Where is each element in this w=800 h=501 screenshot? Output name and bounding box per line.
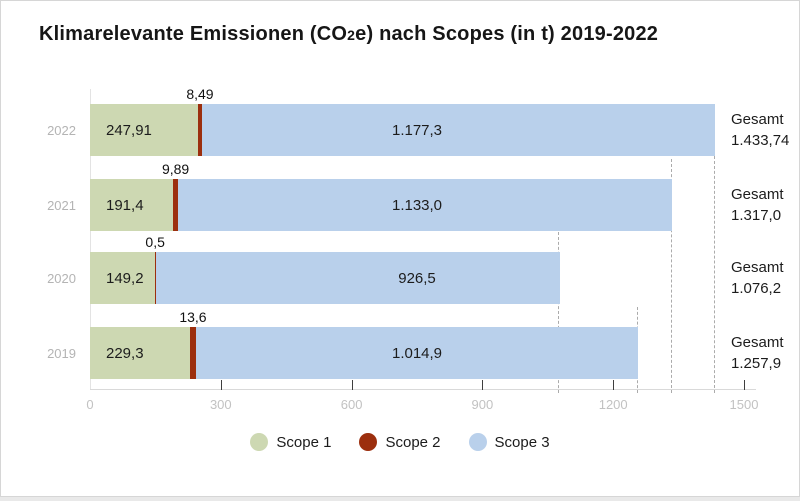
chart-title: Klimarelevante Emissionen (CO2e) nach Sc… xyxy=(39,23,658,46)
legend: Scope 1 Scope 2 Scope 3 xyxy=(1,433,799,451)
category-label-2020: 2020 xyxy=(47,270,76,286)
scope-1-value-label: 229,3 xyxy=(106,344,144,362)
x-tick-label: 0 xyxy=(86,397,94,412)
legend-label: Scope 2 xyxy=(385,433,441,451)
bar-row-2020: 149,2 926,5 xyxy=(90,252,744,304)
bar-segment-scope-2[interactable] xyxy=(155,252,157,304)
x-tick-label: 900 xyxy=(471,397,494,412)
chart-title-subscript: 2 xyxy=(347,27,356,43)
bar-segment-scope-1[interactable]: 229,3 xyxy=(90,327,190,379)
bar-segment-scope-3[interactable] xyxy=(201,104,716,156)
x-tick-label: 1200 xyxy=(598,397,628,412)
scope-2-value-label: 13,6 xyxy=(179,309,207,325)
total-label-2019: Gesamt 1.257,9 xyxy=(731,332,784,374)
x-tick-mark xyxy=(482,380,484,390)
total-drop-line xyxy=(670,159,672,393)
bar-segment-scope-1[interactable]: 247,91 xyxy=(90,104,199,156)
bar-segment-scope-2[interactable] xyxy=(198,104,202,156)
total-value: 1.317,0 xyxy=(731,207,782,224)
total-prefix: Gesamt xyxy=(731,111,784,128)
legend-item-scope-2[interactable]: Scope 2 xyxy=(359,433,441,451)
plot-area: 247,91 1.177,3 8,49 191,4 1.133,0 9,89 149,2 92… xyxy=(86,86,758,412)
legend-label: Scope 3 xyxy=(494,433,550,451)
total-prefix: Gesamt xyxy=(731,259,784,276)
x-axis-line xyxy=(90,389,756,390)
bar-row-2019: 229,3 1.014,9 xyxy=(90,327,744,379)
scope-1-value-label: 247,91 xyxy=(106,121,152,139)
chart-title-part1: Klimarelevante Emissionen (CO xyxy=(39,23,348,45)
scope-2-value-label: 0,5 xyxy=(145,234,165,250)
total-value: 1.076,2 xyxy=(731,280,782,297)
chart-title-part3: e) nach Scopes (in t) 2019-2022 xyxy=(355,23,659,45)
bar-segment-scope-1[interactable]: 191,4 xyxy=(90,179,174,231)
total-label-2022: Gesamt 1.433,74 xyxy=(731,109,789,151)
scope-1-value-label: 191,4 xyxy=(106,196,144,214)
bar-segment-scope-3[interactable] xyxy=(177,179,672,231)
bar-segment-scope-3[interactable] xyxy=(195,327,639,379)
total-drop-line xyxy=(558,232,560,393)
y-axis-line xyxy=(90,89,91,389)
total-drop-line xyxy=(714,156,716,393)
total-prefix: Gesamt xyxy=(731,334,784,351)
scope-3-value-label: 1.014,9 xyxy=(391,344,443,362)
x-tick-mark xyxy=(613,380,615,390)
category-label-2021: 2021 xyxy=(47,197,76,213)
legend-item-scope-3[interactable]: Scope 3 xyxy=(468,433,550,451)
x-tick-label: 1500 xyxy=(729,397,759,412)
bar-segment-scope-1[interactable]: 149,2 xyxy=(90,252,156,304)
bar-segment-scope-2[interactable] xyxy=(173,179,178,231)
total-value: 1.433,74 xyxy=(731,132,790,149)
scope-3-value-label: 1.133,0 xyxy=(391,196,443,214)
legend-swatch-icon xyxy=(359,433,378,451)
x-tick-label: 300 xyxy=(209,397,232,412)
scope-2-value-label: 8,49 xyxy=(186,86,214,102)
x-tick-label: 600 xyxy=(340,397,363,412)
scope-1-value-label: 149,2 xyxy=(106,269,144,287)
x-tick-mark xyxy=(351,380,353,390)
legend-swatch-icon xyxy=(468,433,487,451)
x-tick-mark xyxy=(744,380,745,390)
total-label-2021: Gesamt 1.317,0 xyxy=(731,184,784,226)
total-label-2020: Gesamt 1.076,2 xyxy=(731,257,784,299)
legend-item-scope-1[interactable]: Scope 1 xyxy=(250,433,331,451)
x-tick-mark xyxy=(220,380,222,390)
total-value: 1.257,9 xyxy=(731,355,782,372)
category-label-2022: 2022 xyxy=(47,122,76,138)
scope-2-value-label: 9,89 xyxy=(161,161,190,177)
legend-swatch-icon xyxy=(250,433,269,451)
bar-segment-scope-3[interactable] xyxy=(156,252,560,304)
total-prefix: Gesamt xyxy=(731,186,784,203)
scope-3-value-label: 926,5 xyxy=(398,269,436,287)
bar-row-2022: 247,91 1.177,3 xyxy=(90,104,744,156)
legend-label: Scope 1 xyxy=(276,433,332,451)
bar-row-2021: 191,4 1.133,0 xyxy=(90,179,744,231)
category-label-2019: 2019 xyxy=(47,345,76,361)
bar-segment-scope-2[interactable] xyxy=(189,327,196,379)
scope-3-value-label: 1.177,3 xyxy=(391,121,443,139)
